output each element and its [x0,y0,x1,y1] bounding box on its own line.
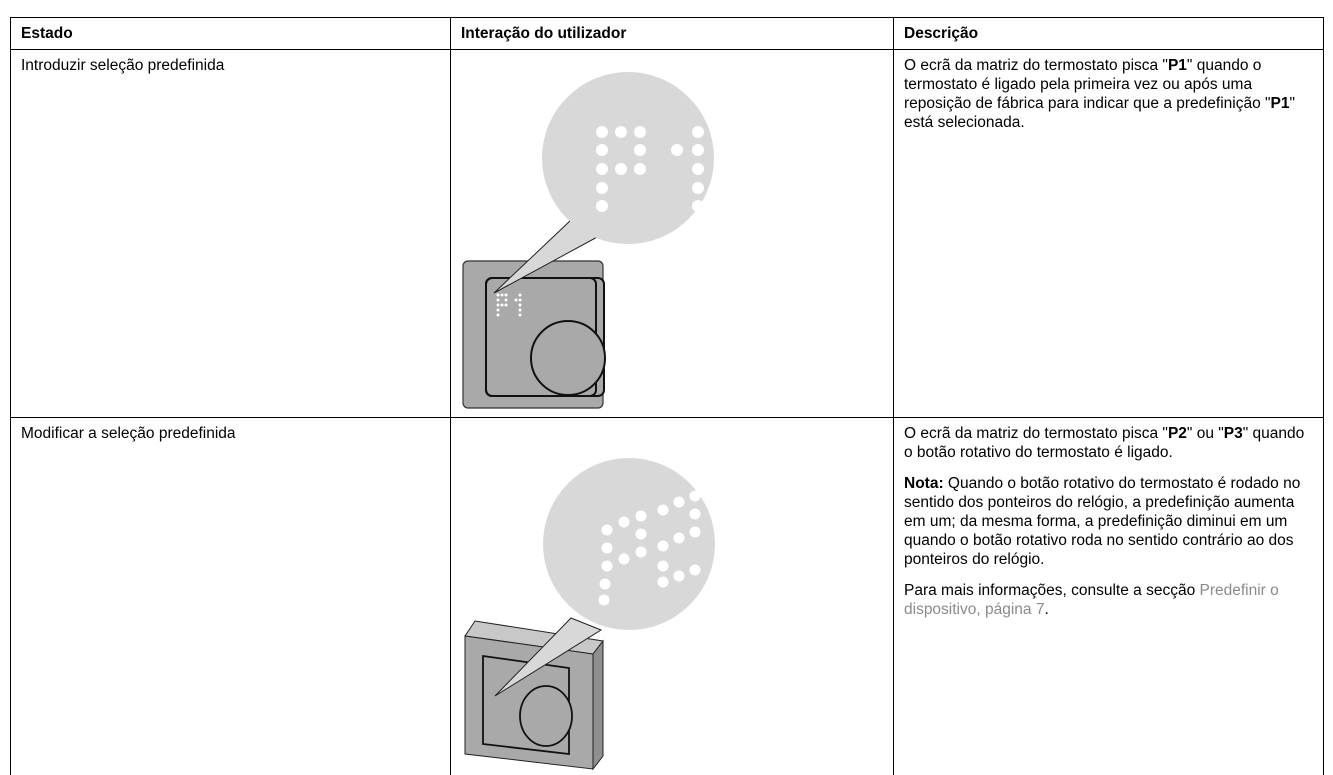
text: O ecrã da matriz do termostato pisca " [904,425,1168,442]
header-cell: Interação do utilizador [451,18,894,50]
header-cell: Estado [11,18,451,50]
illustration-cell [451,50,894,418]
bold-text: P1 [1271,95,1290,112]
bold-text: Nota: [904,475,944,492]
state-cell: Modificar a seleção predefinida [11,418,451,775]
illustration-cell [451,418,894,775]
description-cell: O ecrã da matriz do termostato pisca "P2… [894,418,1324,775]
thermostat-illustration [451,418,894,775]
bold-text: P2 [1168,425,1187,442]
text: Quando o botão rotativo do termostato é … [904,475,1300,568]
paragraph: O ecrã da matriz do termostato pisca "P2… [904,424,1313,462]
paragraph: Para mais informações, consulte a secção… [904,581,1313,619]
header-row: Estado Interação do utilizador Descrição [11,18,1324,50]
row: Introduzir seleção predefinida [11,50,1324,418]
text: . [1044,601,1048,618]
row: Modificar a seleção predefinida [11,418,1324,775]
description-cell: O ecrã da matriz do termostato pisca "P1… [894,50,1324,418]
table: Estado Interação do utilizador Descrição… [10,17,1324,775]
text: Para mais informações, consulte a secção [904,582,1200,599]
bold-text: P1 [1168,57,1187,74]
header-cell: Descrição [894,18,1324,50]
thermostat-illustration [451,50,894,417]
text: " ou " [1187,425,1224,442]
paragraph: Nota: Quando o botão rotativo do termost… [904,474,1313,569]
state-cell: Introduzir seleção predefinida [11,50,451,418]
text: O ecrã da matriz do termostato pisca " [904,57,1168,74]
paragraph: O ecrã da matriz do termostato pisca "P1… [904,56,1313,132]
bold-text: P3 [1224,425,1243,442]
